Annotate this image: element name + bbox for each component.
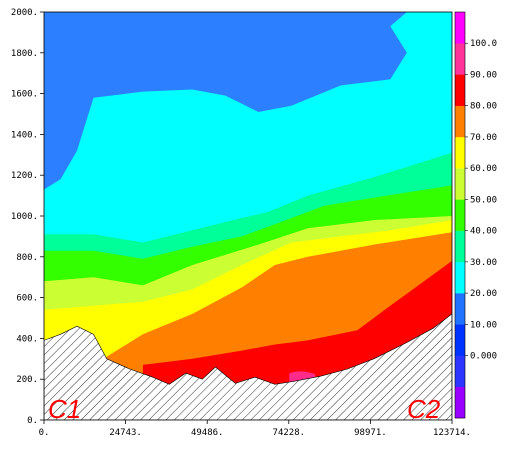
- colorbar-label: 100.0: [470, 39, 497, 49]
- terrain-mask: [44, 313, 452, 420]
- colorbar-label: 30.00: [470, 258, 497, 268]
- colorbar-swatch: [455, 136, 465, 169]
- x-tick-label: 123714.: [433, 428, 471, 438]
- y-tick-label: 200.: [16, 375, 38, 385]
- colorbar-label: 90.00: [470, 70, 497, 80]
- x-tick-label: 49486.: [191, 428, 224, 438]
- colorbar-swatch: [455, 168, 465, 200]
- colorbar-swatch: [455, 43, 465, 75]
- annotation-c2: C2: [407, 394, 441, 424]
- y-tick-label: 2000.: [11, 8, 38, 18]
- colorbar-label: 70.00: [470, 133, 497, 143]
- colorbar-swatch: [455, 386, 465, 419]
- colorbar-label: 20.00: [470, 289, 497, 299]
- colorbar-label: 40.00: [470, 227, 497, 237]
- y-tick-label: 1400.: [11, 130, 38, 140]
- colorbar-swatch: [455, 230, 465, 263]
- colorbar-frame: [454, 11, 466, 419]
- colorbar-swatch: [455, 261, 465, 294]
- y-tick-label: 600.: [16, 294, 38, 304]
- colorbar-swatch: [455, 12, 465, 44]
- y-tick-label: 800.: [16, 253, 38, 263]
- colorbar-label: 10.00: [470, 320, 497, 330]
- plot-area: [43, 11, 453, 421]
- colorbar-label: 0.000: [470, 352, 497, 362]
- x-tick-label: 24743.: [109, 428, 142, 438]
- colorbar-swatch: [455, 199, 465, 231]
- x-axis: 0. 24743. 49486. 74228. 98971. 123714.: [39, 420, 471, 438]
- y-tick-label: 1000.: [11, 212, 38, 222]
- y-tick-label: 1200.: [11, 171, 38, 181]
- colorbar: 0.000 10.00 20.00 30.00 40.00 50.00 60.00 70.00…: [454, 11, 497, 419]
- y-axis: 0. 200. 400. 600. 800. 1000. 1200. 1400. 1600. 18…: [11, 8, 44, 426]
- x-tick-label: 74228.: [273, 428, 306, 438]
- colorbar-label: 80.00: [470, 102, 497, 112]
- annotation-c1: C1: [48, 394, 81, 424]
- colorbar-swatch: [455, 293, 465, 325]
- colorbar-swatch: [455, 324, 465, 356]
- y-tick-label: 1800.: [11, 49, 38, 59]
- colorbar-label: 50.00: [470, 195, 497, 205]
- x-tick-label: 0.: [39, 428, 50, 438]
- colorbar-swatch: [455, 105, 465, 138]
- y-tick-label: 0.: [27, 416, 38, 426]
- colorbar-swatch: [455, 74, 465, 106]
- y-tick-label: 1600.: [11, 90, 38, 100]
- x-tick-label: 98971.: [354, 428, 387, 438]
- y-tick-label: 400.: [16, 334, 38, 344]
- colorbar-label: 60.00: [470, 164, 497, 174]
- colorbar-swatch: [455, 355, 465, 387]
